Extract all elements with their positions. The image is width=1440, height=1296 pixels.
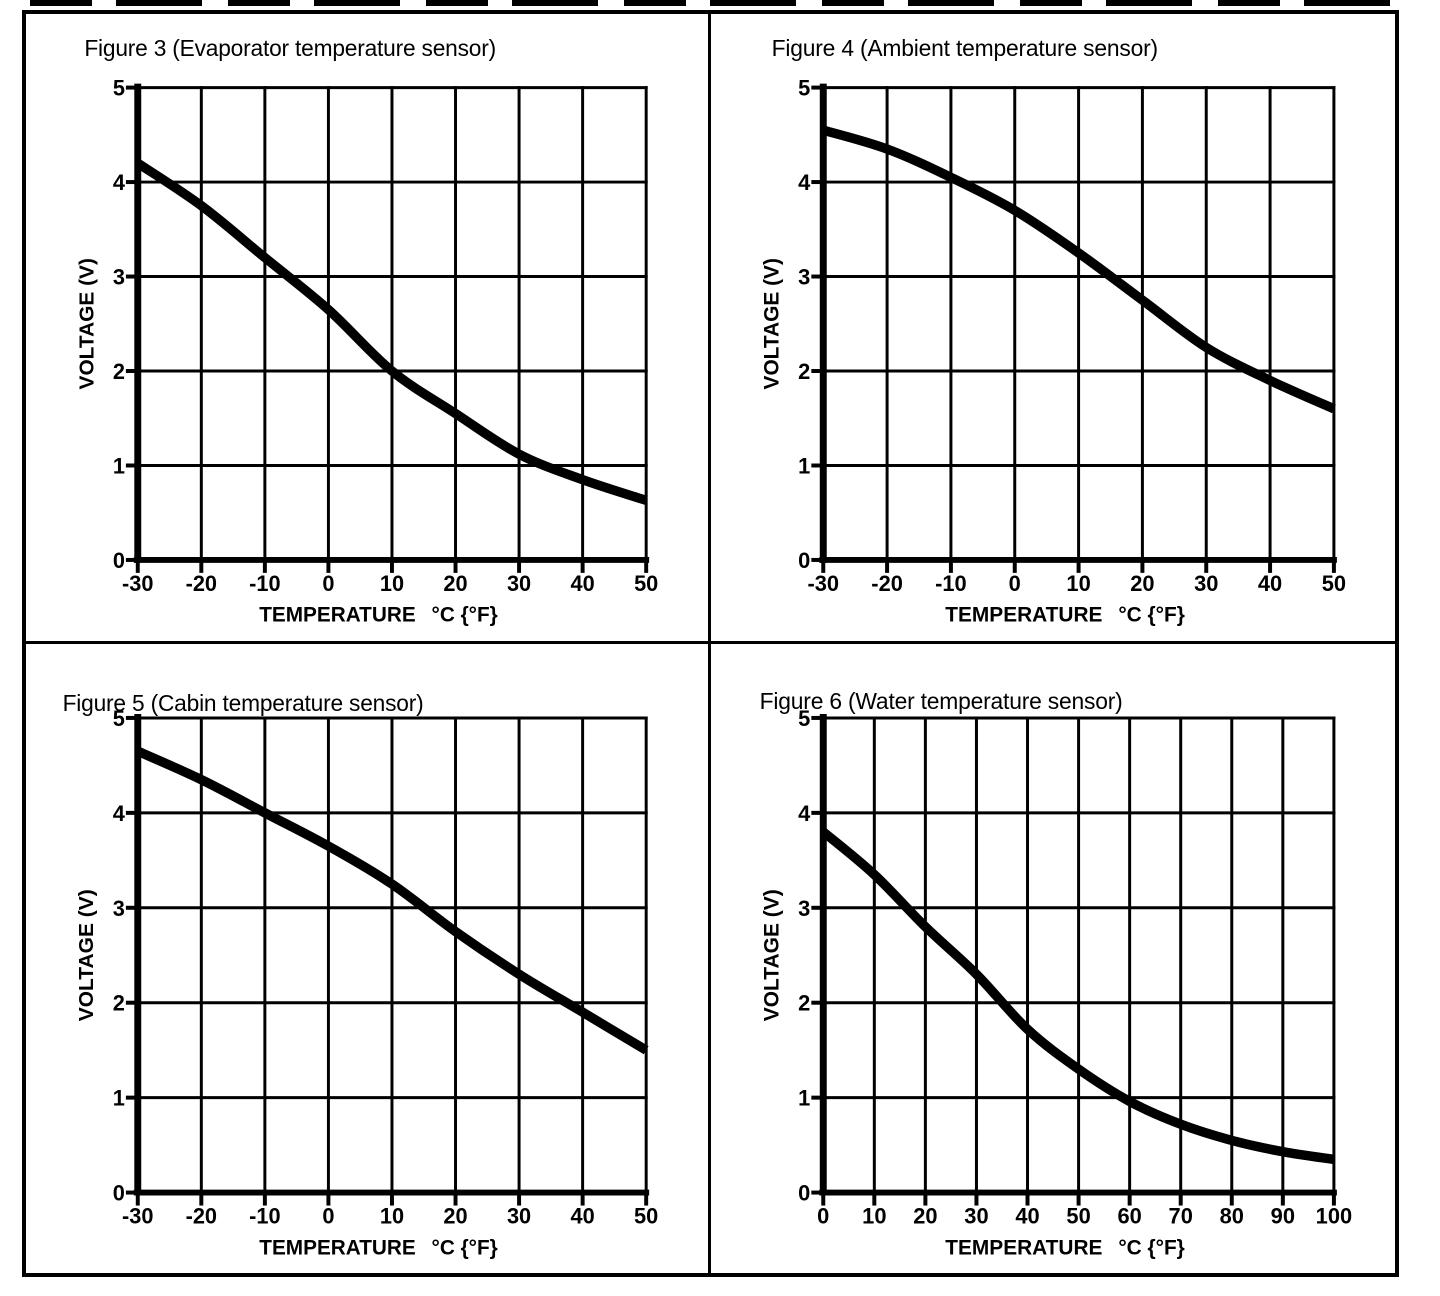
y-tick-label: 2 <box>113 990 125 1015</box>
sensor-curve <box>135 159 648 505</box>
tick-marks <box>125 715 649 1206</box>
y-tick-label: 3 <box>798 895 810 920</box>
x-tick-label: 10 <box>380 571 404 596</box>
x-tick-label: 40 <box>571 1203 595 1228</box>
x-tick-label: 30 <box>1194 571 1218 596</box>
y-tick-label: 0 <box>113 1180 125 1205</box>
x-tick-label: 10 <box>862 1203 886 1228</box>
x-tick-label: -10 <box>249 1203 280 1228</box>
x-tick-label: 90 <box>1270 1203 1294 1228</box>
figure-6-title: Figure 6 (Water temperature sensor) <box>759 687 1122 713</box>
y-tick-label: 3 <box>113 264 125 289</box>
sensor-curve <box>135 746 649 1054</box>
figure-4-panel: Figure 4 (Ambient temperature sensor) 0 1 2… <box>710 14 1395 644</box>
x-tick-label: 0 <box>817 1203 829 1228</box>
y-tick-label: 0 <box>798 1180 810 1205</box>
x-tick-label: 50 <box>634 571 658 596</box>
grid-lines <box>136 86 648 562</box>
x-tick-label: 40 <box>1015 1203 1039 1228</box>
y-axis-label: VOLTAGE (V) <box>75 889 98 1021</box>
x-tick-label: -30 <box>807 571 839 596</box>
y-tick-label: 5 <box>798 76 810 101</box>
y-tick-label: 5 <box>798 705 810 730</box>
sensor-curve <box>821 125 1336 414</box>
y-tick-label: 2 <box>113 359 125 384</box>
y-tick-label: 4 <box>798 170 811 195</box>
y-tick-label: 5 <box>113 75 125 100</box>
y-tick-label: 1 <box>798 1085 810 1110</box>
x-tick-label: 30 <box>964 1203 988 1228</box>
x-tick-label: 100 <box>1315 1203 1351 1228</box>
tick-marks <box>125 85 649 573</box>
y-tick-label: 2 <box>798 990 810 1015</box>
y-tick-label: 1 <box>798 453 810 478</box>
x-tick-label: -20 <box>186 1203 217 1228</box>
x-tick-label: -10 <box>935 571 967 596</box>
x-tick-label: 0 <box>322 1203 334 1228</box>
sensor-curve <box>819 827 1335 1164</box>
x-axis-unit-label: °C {°F} <box>1118 1236 1184 1259</box>
x-tick-label: 0 <box>322 571 334 596</box>
x-tick-label: 80 <box>1219 1203 1243 1228</box>
x-tick-label: 10 <box>380 1203 404 1228</box>
x-axis-unit-label: °C {°F} <box>432 1236 498 1259</box>
tick-marks <box>810 85 1336 573</box>
y-tick-label: 1 <box>113 453 125 478</box>
x-tick-label: 40 <box>571 571 595 596</box>
y-axis-label: VOLTAGE (V) <box>760 258 783 389</box>
x-tick-label: 30 <box>507 1203 531 1228</box>
figure-6-panel: Figure 6 (Water temperature sensor) 0 1 2 3 4… <box>711 644 1396 1274</box>
figure-5-panel: Figure 5 (Cabin temperature sensor) 0 1 2 3 4… <box>26 643 711 1273</box>
x-axis-label: TEMPERATURE <box>945 604 1102 627</box>
x-tick-label: 40 <box>1257 571 1281 596</box>
y-tick-label: 4 <box>798 800 811 825</box>
x-tick-label: 20 <box>1130 571 1154 596</box>
y-tick-label: 3 <box>798 264 810 289</box>
y-tick-label: 0 <box>798 548 810 573</box>
x-axis-label: TEMPERATURE <box>259 604 416 627</box>
figure-5-title: Figure 5 (Cabin temperature sensor) <box>63 689 424 715</box>
x-tick-label: -30 <box>122 571 153 596</box>
x-tick-label: -30 <box>122 1203 153 1228</box>
y-tick-label: 4 <box>113 170 125 195</box>
y-tick-label: 0 <box>113 548 125 573</box>
y-axis-label: VOLTAGE (V) <box>75 258 98 389</box>
y-axis-label: VOLTAGE (V) <box>760 889 783 1021</box>
x-tick-label: 20 <box>443 571 467 596</box>
figure-3-panel: Figure 3 (Evaporator temperature sensor)… <box>26 14 711 644</box>
x-tick-label: 50 <box>634 1203 658 1228</box>
x-tick-label: 20 <box>443 1203 467 1228</box>
figure-grid: Figure 3 (Evaporator temperature sensor)… <box>22 10 1399 1277</box>
y-tick-label: 4 <box>113 800 126 825</box>
figure-3-chart: Figure 3 (Evaporator temperature sensor)… <box>75 35 658 627</box>
y-tick-label: 5 <box>113 705 125 730</box>
scan-edge-artifact <box>30 0 1402 6</box>
y-tick-label: 3 <box>113 895 125 920</box>
x-tick-label: 10 <box>1066 571 1090 596</box>
x-axis-unit-label: °C {°F} <box>432 604 498 627</box>
x-tick-label: -20 <box>186 571 217 596</box>
figure-5-chart: Figure 5 (Cabin temperature sensor) 0 1 2 3 4… <box>63 689 659 1259</box>
x-tick-label: 50 <box>1066 1203 1090 1228</box>
x-tick-label: 60 <box>1117 1203 1141 1228</box>
x-tick-label: 0 <box>1008 571 1020 596</box>
x-axis-label: TEMPERATURE <box>259 1236 416 1259</box>
x-tick-label: 30 <box>507 571 531 596</box>
y-tick-label: 1 <box>113 1085 125 1110</box>
figure-4-chart: Figure 4 (Ambient temperature sensor) 0 1 2… <box>760 35 1345 627</box>
x-tick-label: 70 <box>1168 1203 1192 1228</box>
x-axis-label: TEMPERATURE <box>945 1236 1102 1259</box>
x-axis-unit-label: °C {°F} <box>1118 604 1184 627</box>
x-tick-label: 50 <box>1321 571 1345 596</box>
y-tick-label: 2 <box>798 359 810 384</box>
tick-marks <box>810 715 1336 1206</box>
x-tick-label: 20 <box>913 1203 937 1228</box>
figure-6-chart: Figure 6 (Water temperature sensor) 0 1 2 3 4… <box>759 687 1351 1259</box>
figure-4-title: Figure 4 (Ambient temperature sensor) <box>771 35 1157 61</box>
x-tick-label: -10 <box>249 571 280 596</box>
figure-3-title: Figure 3 (Evaporator temperature sensor) <box>84 35 496 61</box>
x-tick-label: -20 <box>871 571 903 596</box>
grid-lines <box>821 715 1335 1194</box>
